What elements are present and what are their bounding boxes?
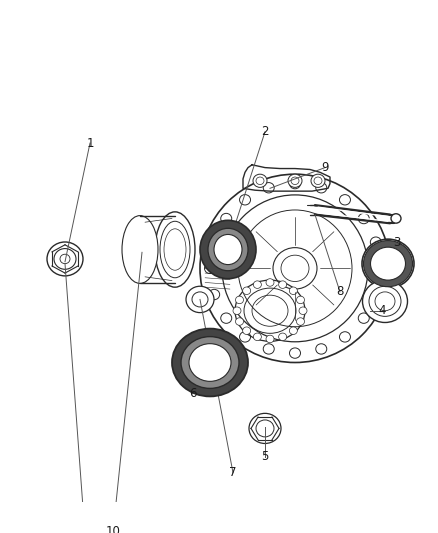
Circle shape bbox=[374, 263, 385, 273]
Circle shape bbox=[288, 174, 302, 188]
Circle shape bbox=[371, 289, 381, 300]
Ellipse shape bbox=[363, 280, 407, 322]
Circle shape bbox=[279, 281, 286, 288]
Circle shape bbox=[263, 344, 274, 354]
Circle shape bbox=[358, 313, 369, 324]
Ellipse shape bbox=[375, 292, 395, 311]
Circle shape bbox=[279, 333, 286, 341]
Circle shape bbox=[266, 335, 274, 343]
Circle shape bbox=[297, 296, 304, 304]
Circle shape bbox=[240, 195, 251, 205]
Circle shape bbox=[221, 213, 232, 224]
Circle shape bbox=[299, 307, 307, 314]
Text: 5: 5 bbox=[261, 450, 268, 463]
Ellipse shape bbox=[369, 246, 407, 281]
Circle shape bbox=[391, 214, 401, 223]
Ellipse shape bbox=[208, 228, 248, 271]
Ellipse shape bbox=[155, 212, 195, 287]
Circle shape bbox=[205, 263, 215, 273]
Ellipse shape bbox=[172, 329, 248, 397]
Circle shape bbox=[371, 237, 381, 247]
Circle shape bbox=[290, 348, 300, 358]
Ellipse shape bbox=[160, 221, 190, 278]
Text: 8: 8 bbox=[336, 285, 344, 298]
Circle shape bbox=[256, 420, 274, 437]
Circle shape bbox=[358, 213, 369, 224]
Ellipse shape bbox=[189, 344, 231, 381]
Ellipse shape bbox=[164, 229, 186, 270]
Circle shape bbox=[240, 332, 251, 342]
Ellipse shape bbox=[362, 239, 414, 288]
Circle shape bbox=[233, 307, 241, 314]
Circle shape bbox=[290, 179, 300, 189]
Circle shape bbox=[339, 332, 350, 342]
Circle shape bbox=[253, 174, 267, 188]
Ellipse shape bbox=[200, 220, 256, 279]
Circle shape bbox=[236, 296, 244, 304]
Circle shape bbox=[186, 286, 214, 312]
Circle shape bbox=[263, 183, 274, 193]
Circle shape bbox=[192, 292, 208, 307]
Text: 9: 9 bbox=[321, 161, 329, 174]
Ellipse shape bbox=[122, 216, 158, 284]
Text: 6: 6 bbox=[189, 387, 197, 400]
Circle shape bbox=[47, 242, 83, 276]
Text: 4: 4 bbox=[378, 304, 386, 317]
Circle shape bbox=[311, 174, 325, 188]
Ellipse shape bbox=[166, 232, 184, 266]
Text: 3: 3 bbox=[393, 237, 401, 249]
Ellipse shape bbox=[214, 235, 242, 264]
Text: 2: 2 bbox=[261, 125, 269, 139]
Text: 10: 10 bbox=[106, 526, 120, 533]
Circle shape bbox=[339, 195, 350, 205]
Ellipse shape bbox=[369, 286, 401, 317]
Circle shape bbox=[208, 237, 220, 247]
Ellipse shape bbox=[181, 337, 239, 389]
Circle shape bbox=[266, 279, 274, 286]
Circle shape bbox=[54, 248, 76, 269]
Circle shape bbox=[253, 333, 261, 341]
Circle shape bbox=[249, 414, 281, 443]
Circle shape bbox=[273, 248, 317, 289]
Circle shape bbox=[243, 287, 251, 295]
Circle shape bbox=[243, 327, 251, 335]
Text: 7: 7 bbox=[229, 466, 237, 479]
Circle shape bbox=[253, 281, 261, 288]
Circle shape bbox=[316, 183, 327, 193]
Circle shape bbox=[291, 177, 299, 184]
Circle shape bbox=[221, 313, 232, 324]
Circle shape bbox=[236, 318, 244, 325]
Circle shape bbox=[314, 177, 322, 184]
Circle shape bbox=[281, 255, 309, 281]
Circle shape bbox=[316, 344, 327, 354]
Text: 1: 1 bbox=[86, 136, 94, 150]
Circle shape bbox=[290, 287, 297, 295]
Ellipse shape bbox=[364, 240, 413, 287]
Circle shape bbox=[290, 327, 297, 335]
Circle shape bbox=[297, 318, 304, 325]
Circle shape bbox=[256, 177, 264, 184]
Ellipse shape bbox=[371, 247, 406, 280]
Circle shape bbox=[60, 254, 70, 264]
Circle shape bbox=[208, 289, 220, 300]
